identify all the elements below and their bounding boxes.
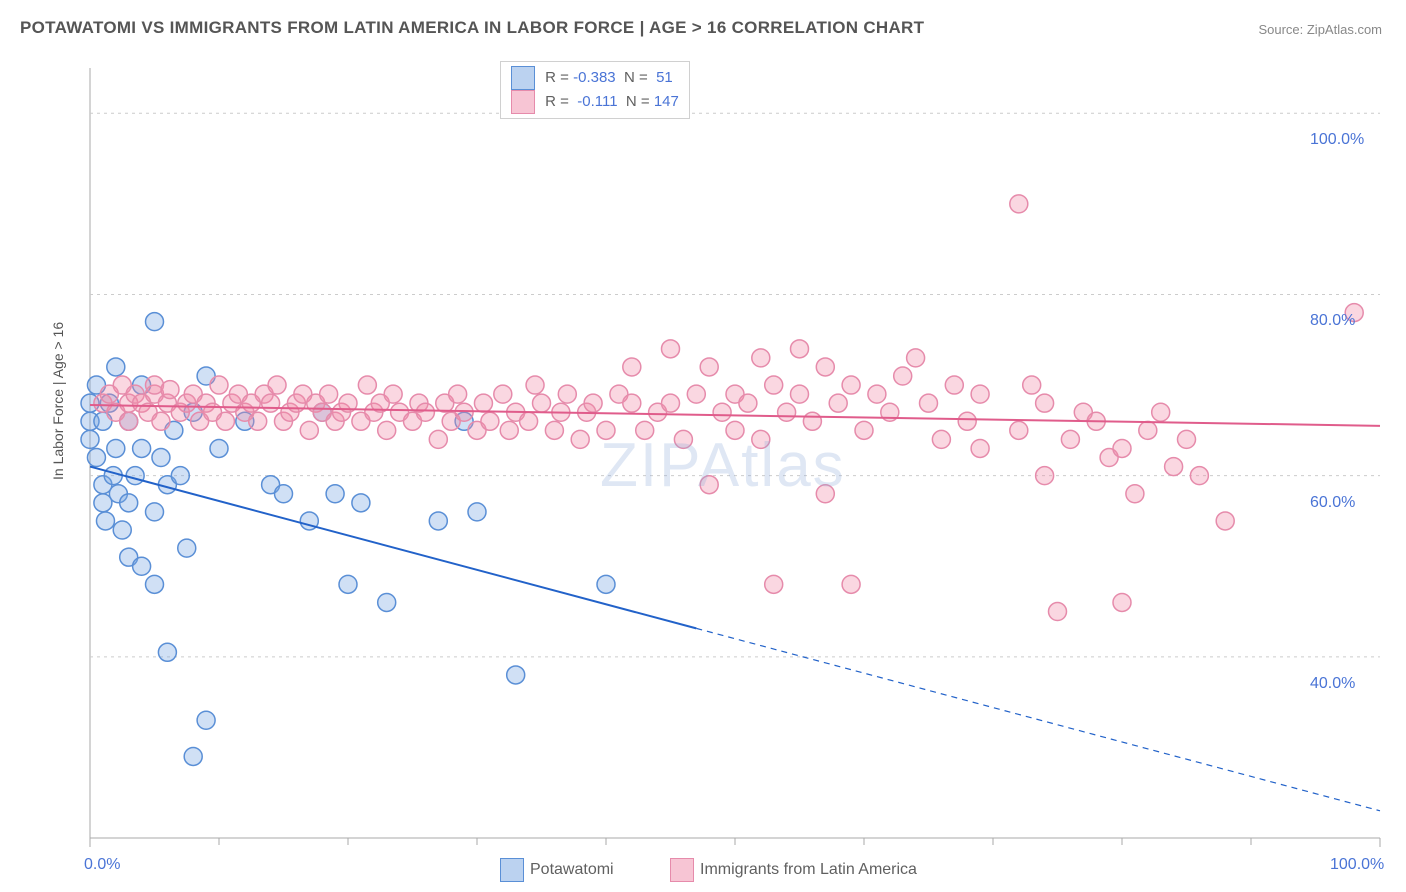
series-legend-b: Immigrants from Latin America	[670, 858, 917, 882]
scatter-plot-svg	[40, 60, 1390, 880]
correlation-legend: R = -0.383 N = 51 R = -0.111 N = 147	[500, 61, 690, 119]
x-tick-label: 0.0%	[84, 856, 120, 874]
source-label: Source: ZipAtlas.com	[1258, 22, 1382, 37]
chart-title: POTAWATOMI VS IMMIGRANTS FROM LATIN AMER…	[20, 18, 924, 38]
plot-container: In Labor Force | Age > 16 ZIPAtlas R = -…	[40, 60, 1390, 880]
y-tick-label: 80.0%	[1310, 312, 1355, 330]
y-tick-label: 60.0%	[1310, 494, 1355, 512]
x-tick-label: 100.0%	[1330, 856, 1384, 874]
y-axis-label: In Labor Force | Age > 16	[50, 322, 66, 480]
y-tick-label: 40.0%	[1310, 675, 1355, 693]
y-tick-label: 100.0%	[1310, 131, 1364, 149]
series-legend-a: Potawatomi	[500, 858, 614, 882]
